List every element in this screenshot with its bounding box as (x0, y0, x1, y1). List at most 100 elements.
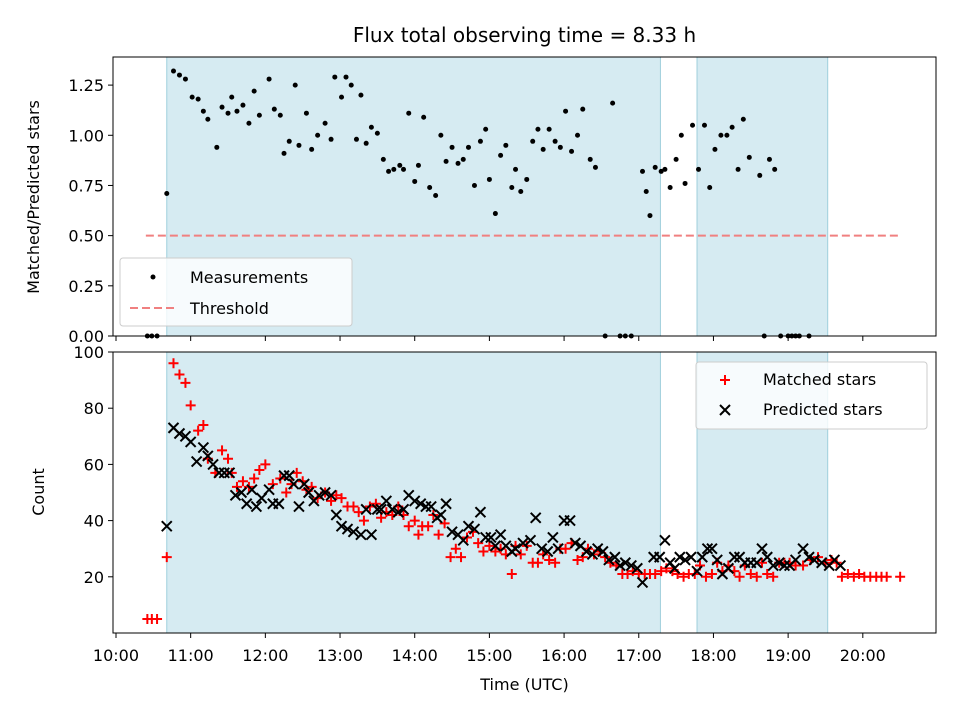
measurement-point (412, 178, 418, 184)
matched-stars-point (403, 521, 414, 532)
matched-stars-point (532, 557, 543, 568)
measurement-point (415, 162, 421, 168)
measurement-point (348, 82, 354, 88)
measurement-point (552, 138, 558, 144)
predicted-stars-point (789, 554, 802, 566)
measurement-point (746, 154, 752, 160)
ratio-x-ticks (115, 336, 864, 341)
predicted-stars-point (778, 559, 791, 572)
measurement-point (639, 168, 645, 174)
predicted-stars-point (609, 551, 621, 563)
measurement-point (182, 76, 188, 82)
measurement-point (575, 132, 581, 138)
measurement-point (557, 144, 563, 150)
predicted-stars-point (425, 500, 437, 513)
matched-stars-point (473, 538, 484, 549)
measurement-point (701, 122, 707, 128)
predicted-stars-point (207, 458, 219, 471)
predicted-stars-point (360, 503, 372, 516)
measurement-point (315, 132, 321, 138)
matched-stars-point (433, 529, 444, 540)
predicted-stars-point (580, 545, 593, 558)
predicted-stars-point (603, 554, 615, 566)
y-tick-label: 1.25 (68, 76, 104, 95)
measurement-point (234, 108, 240, 114)
measurement-point (368, 124, 374, 130)
matched-stars-point (572, 554, 583, 565)
predicted-stars-point (375, 503, 387, 516)
matched-stars-point (445, 552, 456, 563)
predicted-stars-point (668, 562, 681, 575)
predicted-stars-point (479, 531, 492, 544)
measurement-point (309, 146, 315, 152)
matched-stars-point (836, 571, 847, 582)
measurement-point (580, 106, 586, 112)
measurement-point (266, 76, 272, 82)
matched-stars-point (650, 568, 661, 579)
predicted-stars-point (728, 551, 741, 563)
matched-stars-point (745, 568, 756, 579)
measurement-point (455, 160, 461, 166)
predicted-stars-point (631, 562, 643, 575)
predicted-stars-point (397, 503, 410, 516)
predicted-stars-point (213, 467, 225, 479)
measurement-point (643, 188, 649, 194)
predicted-stars-point (485, 531, 497, 544)
measurement-point (170, 68, 176, 74)
predicted-stars-point (319, 486, 331, 499)
measurement-point (195, 96, 201, 102)
measurement-point (662, 166, 668, 172)
measurement-point (667, 184, 673, 190)
predicted-stars-point (457, 534, 469, 546)
predicted-stars-point (190, 455, 203, 468)
measurement-point (421, 114, 427, 120)
count-y-ticks: 20 40 60 80 100 (73, 343, 113, 587)
measurement-point (724, 132, 730, 138)
chart-title: Flux total observing time = 8.33 h (353, 23, 696, 47)
measurement-point (277, 112, 283, 118)
measurement-point (386, 168, 392, 174)
measurement-point (332, 74, 338, 80)
legend-measurements-label: Measurements (190, 268, 308, 287)
matched-stars-point (336, 493, 347, 504)
predicted-stars-point (797, 542, 809, 555)
measurement-point (246, 120, 252, 126)
predicted-stars-point (552, 542, 564, 555)
measurement-point (652, 164, 658, 170)
predicted-stars-point (278, 469, 290, 482)
matched-stars-point (223, 453, 234, 464)
predicted-stars-point (489, 540, 502, 552)
predicted-stars-point (420, 500, 432, 513)
measurement-point (513, 166, 519, 172)
ratio-panel: 0.00 0.25 0.50 0.75 1.00 1.25 Flux total obse… (24, 23, 937, 346)
predicted-stars-point (808, 554, 820, 566)
predicted-stars-point (325, 489, 337, 502)
x-tick-label: 15:00 (466, 646, 512, 665)
predicted-stars-point (722, 562, 735, 575)
measurement-point (406, 110, 412, 116)
count-y-axis-label: Count (29, 468, 48, 516)
measurement-point (322, 120, 328, 126)
predicted-stars-point (223, 467, 236, 479)
predicted-stars-point (547, 531, 559, 544)
predicted-stars-point (435, 509, 447, 521)
predicted-stars-point (696, 551, 708, 563)
measurement-point (707, 184, 713, 190)
x-tick-label: 14:00 (392, 646, 438, 665)
measurement-point (682, 180, 688, 186)
predicted-stars-point (679, 554, 691, 566)
y-tick-label: 40 (84, 512, 104, 531)
measurement-point (296, 142, 302, 148)
measurement-point (772, 166, 778, 172)
count-legend: Matched stars Predicted stars (695, 361, 928, 430)
predicted-stars-point (446, 526, 458, 538)
measurement-point (471, 182, 477, 188)
measurement-point (343, 74, 349, 80)
measurement-point (718, 132, 724, 138)
predicted-stars-point (197, 441, 210, 454)
measurement-point (740, 116, 746, 122)
matched-stars-point (409, 515, 420, 526)
x-tick-label: 13:00 (317, 646, 363, 665)
predicted-stars-point (380, 495, 393, 507)
x-tick-label: 12:00 (242, 646, 288, 665)
